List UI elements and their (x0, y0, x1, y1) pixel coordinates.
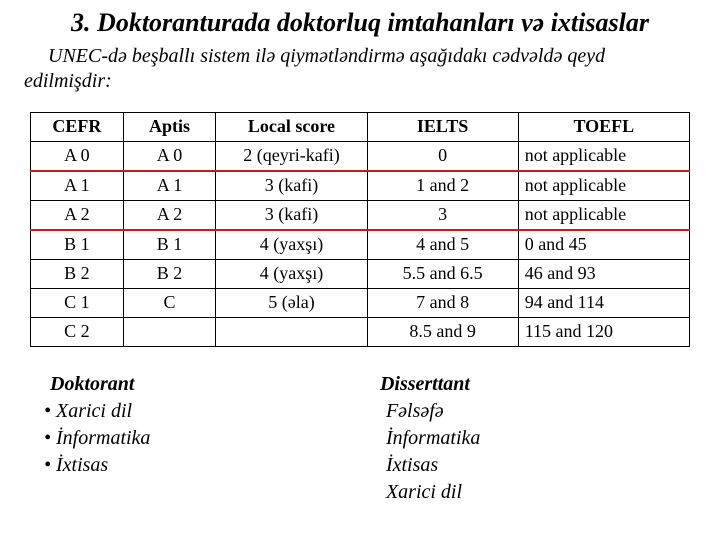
table-cell: B 1 (123, 230, 216, 260)
table-cell: C (123, 288, 216, 317)
page-subtitle: UNEC-də beşballı sistem ilə qiymətləndir… (24, 44, 696, 94)
table-cell: 46 and 93 (518, 259, 689, 288)
col-header: CEFR (31, 112, 124, 141)
table-cell: A 1 (31, 171, 124, 201)
grading-table: CEFR Aptis Local score IELTS TOEFL A 0A … (30, 112, 690, 347)
table-cell (216, 317, 367, 346)
list-item: İxtisas (380, 452, 696, 479)
table-row: A 0A 02 (qeyri-kafi)0not applicable (31, 141, 690, 171)
table-row: B 2B 24 (yaxşı)5.5 and 6.546 and 93 (31, 259, 690, 288)
table-cell: 94 and 114 (518, 288, 689, 317)
doktorant-list: • Xarici dil• İnformatika• İxtisas (44, 398, 370, 479)
table-cell: 5 (əla) (216, 288, 367, 317)
list-item: • Xarici dil (44, 398, 370, 425)
table-cell: 4 and 5 (367, 230, 518, 260)
table-cell: 0 and 45 (518, 230, 689, 260)
table-cell: 4 (yaxşı) (216, 259, 367, 288)
table-cell: 2 (qeyri-kafi) (216, 141, 367, 171)
table-cell: 115 and 120 (518, 317, 689, 346)
table-cell: B 2 (31, 259, 124, 288)
disserttant-block: Disserttant FəlsəfəİnformatikaİxtisasXar… (370, 371, 696, 506)
list-item: Xarici dil (380, 479, 696, 506)
table-cell: B 2 (123, 259, 216, 288)
table-cell: 0 (367, 141, 518, 171)
page: 3. Doktoranturada doktorluq imtahanları … (0, 0, 720, 506)
col-header: Local score (216, 112, 367, 141)
table-cell: 5.5 and 6.5 (367, 259, 518, 288)
col-header: IELTS (367, 112, 518, 141)
list-item: Fəlsəfə (380, 398, 696, 425)
col-header: TOEFL (518, 112, 689, 141)
col-header: Aptis (123, 112, 216, 141)
table-cell: A 1 (123, 171, 216, 201)
table-row: A 2A 23 (kafi)3not applicable (31, 200, 690, 230)
table-cell: A 2 (31, 200, 124, 230)
table-row: A 1A 13 (kafi)1 and 2not applicable (31, 171, 690, 201)
table-cell: 3 (kafi) (216, 200, 367, 230)
table-cell: not applicable (518, 171, 689, 201)
table-cell: A 2 (123, 200, 216, 230)
list-item: • İnformatika (44, 425, 370, 452)
table-header-row: CEFR Aptis Local score IELTS TOEFL (31, 112, 690, 141)
table-cell (123, 317, 216, 346)
table-row: C 1C5 (əla)7 and 894 and 114 (31, 288, 690, 317)
table-cell: 7 and 8 (367, 288, 518, 317)
table-row: C 2 8.5 and 9115 and 120 (31, 317, 690, 346)
table-cell: A 0 (123, 141, 216, 171)
bottom-columns: Doktorant • Xarici dil• İnformatika• İxt… (24, 371, 696, 506)
doktorant-heading: Doktorant (44, 371, 370, 398)
table-cell: 3 (kafi) (216, 171, 367, 201)
table-row: B 1B 14 (yaxşı)4 and 50 and 45 (31, 230, 690, 260)
disserttant-list: FəlsəfəİnformatikaİxtisasXarici dil (380, 398, 696, 506)
table-cell: 3 (367, 200, 518, 230)
list-item: İnformatika (380, 425, 696, 452)
table-cell: B 1 (31, 230, 124, 260)
list-item: • İxtisas (44, 452, 370, 479)
table-body: A 0A 02 (qeyri-kafi)0not applicableA 1A … (31, 141, 690, 346)
disserttant-heading: Disserttant (380, 371, 696, 398)
table-cell: 8.5 and 9 (367, 317, 518, 346)
table-cell: not applicable (518, 200, 689, 230)
table-cell: not applicable (518, 141, 689, 171)
table-cell: A 0 (31, 141, 124, 171)
table-cell: C 1 (31, 288, 124, 317)
doktorant-block: Doktorant • Xarici dil• İnformatika• İxt… (24, 371, 370, 506)
table-cell: 4 (yaxşı) (216, 230, 367, 260)
table-cell: 1 and 2 (367, 171, 518, 201)
table-cell: C 2 (31, 317, 124, 346)
page-title: 3. Doktoranturada doktorluq imtahanları … (24, 8, 696, 38)
